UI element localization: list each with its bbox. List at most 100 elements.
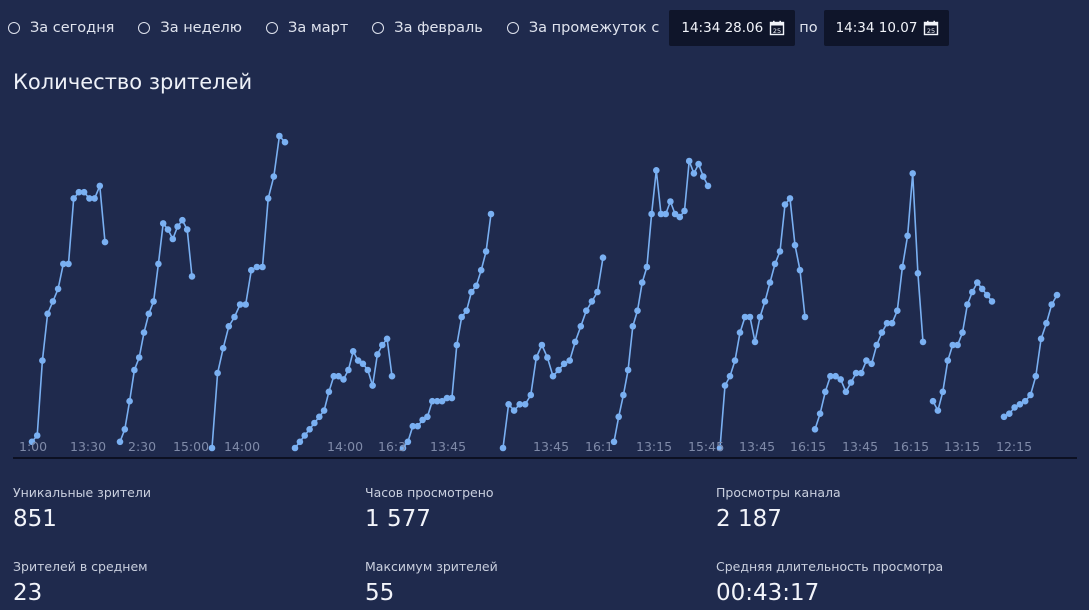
data-point[interactable]: [878, 329, 886, 336]
data-point[interactable]: [1048, 301, 1055, 308]
data-point[interactable]: [499, 444, 507, 452]
data-point[interactable]: [419, 416, 426, 424]
data-point[interactable]: [131, 366, 138, 374]
data-point[interactable]: [964, 301, 971, 308]
data-point[interactable]: [599, 254, 607, 261]
data-point[interactable]: [549, 372, 557, 380]
data-point[interactable]: [741, 313, 749, 321]
data-point[interactable]: [259, 263, 266, 271]
data-point[interactable]: [516, 401, 523, 408]
radio-circle[interactable]: [372, 22, 385, 34]
data-point[interactable]: [281, 138, 289, 146]
data-point[interactable]: [527, 391, 535, 399]
data-point[interactable]: [330, 372, 338, 380]
data-point[interactable]: [704, 182, 712, 190]
data-point[interactable]: [944, 357, 952, 364]
data-point[interactable]: [781, 201, 789, 208]
radio-circle[interactable]: [8, 22, 20, 34]
data-point[interactable]: [276, 132, 283, 140]
data-point[interactable]: [837, 376, 844, 383]
data-point[interactable]: [65, 260, 72, 268]
data-point[interactable]: [978, 285, 986, 293]
data-point[interactable]: [80, 188, 88, 196]
data-point[interactable]: [96, 182, 104, 190]
radio-march[interactable]: За март: [266, 20, 348, 36]
data-point[interactable]: [354, 357, 362, 364]
data-point[interactable]: [969, 288, 976, 296]
data-point[interactable]: [458, 313, 466, 321]
data-point[interactable]: [188, 273, 196, 280]
data-point[interactable]: [433, 397, 441, 405]
data-point[interactable]: [409, 422, 417, 430]
data-point[interactable]: [888, 319, 896, 327]
data-point[interactable]: [44, 310, 51, 318]
data-point[interactable]: [429, 397, 436, 405]
data-point[interactable]: [934, 407, 942, 414]
data-point[interactable]: [1043, 319, 1050, 327]
data-point[interactable]: [533, 354, 540, 361]
data-point[interactable]: [54, 285, 62, 293]
data-point[interactable]: [28, 438, 36, 446]
data-point[interactable]: [873, 341, 880, 349]
data-point[interactable]: [1053, 291, 1061, 299]
data-point[interactable]: [746, 313, 754, 321]
data-point[interactable]: [60, 260, 67, 268]
data-point[interactable]: [477, 266, 485, 274]
data-point[interactable]: [101, 238, 109, 246]
radio-circle[interactable]: [138, 22, 151, 34]
data-point[interactable]: [208, 444, 216, 452]
data-point[interactable]: [811, 426, 819, 433]
data-point[interactable]: [662, 210, 669, 218]
data-point[interactable]: [1021, 397, 1029, 405]
radio-circle[interactable]: [506, 22, 519, 34]
data-point[interactable]: [1037, 335, 1045, 343]
data-point[interactable]: [325, 388, 333, 396]
data-point[interactable]: [219, 344, 227, 352]
data-point[interactable]: [399, 444, 407, 452]
radio-february[interactable]: За февраль: [372, 20, 483, 36]
data-point[interactable]: [681, 207, 688, 215]
data-point[interactable]: [414, 422, 422, 430]
data-point[interactable]: [311, 419, 318, 427]
data-point[interactable]: [566, 357, 573, 364]
data-point[interactable]: [816, 410, 824, 418]
data-point[interactable]: [521, 401, 529, 408]
data-point[interactable]: [634, 307, 641, 314]
data-point[interactable]: [340, 376, 347, 383]
data-point[interactable]: [756, 313, 764, 321]
data-point[interactable]: [894, 307, 901, 314]
data-point[interactable]: [473, 282, 480, 290]
data-point[interactable]: [1027, 391, 1034, 399]
data-point[interactable]: [316, 413, 323, 421]
data-point[interactable]: [610, 438, 618, 446]
data-point[interactable]: [899, 263, 906, 271]
data-point[interactable]: [86, 195, 93, 202]
radio-week[interactable]: За неделю: [138, 20, 242, 36]
data-point[interactable]: [620, 391, 627, 399]
data-point[interactable]: [624, 366, 632, 374]
data-point[interactable]: [577, 323, 585, 330]
data-point[interactable]: [505, 401, 512, 408]
data-point[interactable]: [863, 357, 870, 364]
data-point[interactable]: [914, 270, 922, 277]
data-point[interactable]: [126, 397, 133, 405]
data-point[interactable]: [296, 438, 304, 446]
data-point[interactable]: [667, 198, 674, 205]
data-point[interactable]: [236, 301, 244, 308]
data-point[interactable]: [424, 413, 431, 421]
data-point[interactable]: [1016, 401, 1024, 408]
data-point[interactable]: [388, 372, 396, 380]
data-point[interactable]: [306, 426, 313, 433]
data-point[interactable]: [671, 210, 679, 218]
data-point[interactable]: [116, 438, 124, 446]
data-point[interactable]: [847, 379, 855, 386]
data-point[interactable]: [571, 338, 579, 346]
data-point[interactable]: [374, 351, 381, 358]
data-point[interactable]: [482, 248, 490, 255]
data-point[interactable]: [827, 372, 834, 380]
data-point[interactable]: [796, 266, 804, 274]
data-point[interactable]: [225, 323, 233, 330]
data-point[interactable]: [231, 313, 238, 321]
data-point[interactable]: [468, 288, 475, 296]
data-point[interactable]: [983, 291, 991, 299]
